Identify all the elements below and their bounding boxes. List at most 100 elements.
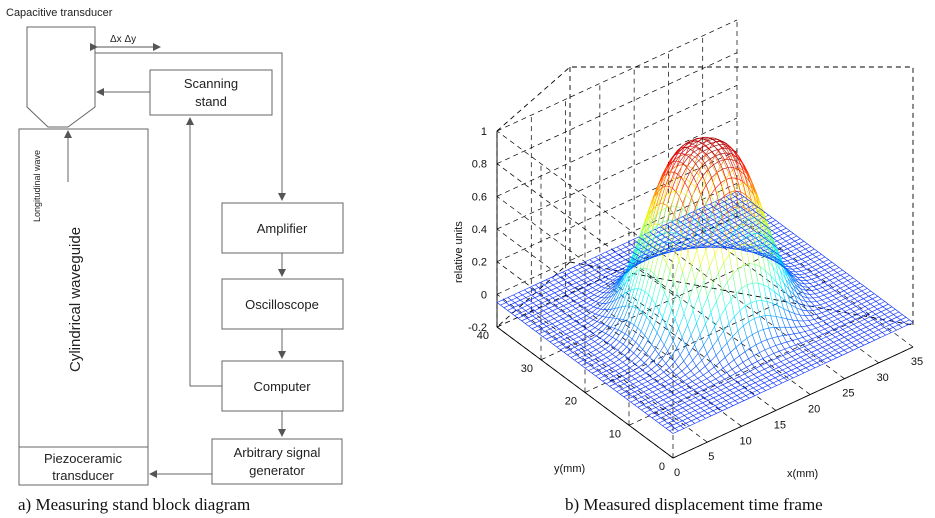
surface-segment — [749, 240, 754, 244]
surface-segment — [735, 387, 739, 391]
surface-segment — [725, 229, 732, 236]
surface-segment — [621, 265, 628, 270]
surface-segment — [696, 214, 701, 218]
surface-segment — [648, 252, 653, 259]
surface-segment — [838, 290, 844, 294]
surface-segment — [797, 354, 801, 358]
surface-segment — [749, 384, 754, 389]
surface-segment — [610, 318, 617, 328]
surface-segment — [716, 397, 723, 401]
surface-segment — [766, 228, 771, 235]
surface-segment — [624, 349, 631, 356]
surface-segment — [606, 279, 613, 284]
surface-segment — [667, 178, 674, 183]
surface-segment — [880, 334, 886, 338]
surface-segment — [611, 380, 616, 385]
surface-segment — [619, 275, 624, 280]
surface-segment — [643, 214, 650, 235]
surface-segment — [771, 230, 776, 234]
surface-segment — [826, 310, 831, 314]
surface-segment — [556, 274, 561, 278]
surface-segment — [818, 354, 825, 358]
surface-segment — [757, 329, 764, 332]
surface-segment — [583, 284, 590, 289]
surface-segment — [658, 231, 663, 235]
surface-segment — [610, 274, 615, 277]
surface-segment — [628, 305, 633, 307]
surface-segment — [548, 307, 553, 312]
surface-segment — [666, 205, 671, 210]
surface-segment — [788, 350, 794, 354]
surface-segment — [726, 242, 731, 245]
surface-segment — [562, 318, 567, 322]
surface-segment — [792, 375, 799, 379]
surface-segment — [733, 243, 737, 246]
surface-segment — [648, 414, 653, 419]
surface-segment — [716, 166, 721, 174]
surface-segment — [802, 351, 807, 355]
surface-segment — [787, 294, 794, 300]
surface-segment — [710, 237, 715, 241]
surface-segment — [801, 243, 808, 247]
surface-segment — [618, 373, 623, 377]
surface-segment — [570, 282, 577, 286]
surface-segment — [843, 300, 850, 304]
surface-segment — [850, 308, 855, 312]
surface-segment — [804, 271, 811, 275]
surface-segment — [669, 428, 676, 432]
surface-segment — [706, 245, 711, 248]
surface-segment — [773, 235, 780, 239]
surface-segment — [785, 369, 792, 373]
surface-segment — [700, 249, 707, 266]
surface-segment — [712, 216, 719, 220]
surface-segment — [613, 282, 620, 291]
surface-segment — [643, 212, 648, 224]
surface-segment — [875, 301, 880, 305]
surface-segment — [636, 268, 641, 272]
surface-segment — [528, 312, 533, 317]
surface-segment — [832, 354, 837, 359]
surface-segment — [644, 220, 649, 234]
x-tick-label: 25 — [842, 388, 854, 400]
surface-segment — [616, 271, 620, 274]
surface-segment — [728, 359, 735, 365]
surface-segment — [713, 397, 718, 401]
surface-segment — [620, 261, 624, 265]
capacitive-transducer-label: Capacitive transducer — [6, 7, 113, 19]
surface-segment — [730, 299, 735, 317]
surface-segment — [611, 378, 618, 382]
surface-segment — [726, 143, 731, 148]
surface-segment — [777, 355, 783, 359]
surface-segment — [636, 386, 641, 390]
surface-segment — [652, 375, 659, 379]
surface-segment — [603, 317, 610, 325]
surface-segment — [685, 216, 692, 220]
surface-segment — [765, 245, 770, 249]
surface-segment — [625, 388, 632, 392]
surface-segment — [810, 301, 815, 307]
surface-segment — [673, 260, 680, 281]
surface-segment — [586, 362, 591, 366]
surface-segment — [891, 319, 896, 323]
surface-segment — [556, 346, 561, 350]
surface-segment — [650, 407, 656, 411]
surface-segment — [593, 365, 600, 369]
surface-segment — [641, 409, 645, 413]
surface-segment — [775, 220, 780, 224]
surface-segment — [609, 383, 616, 387]
surface-segment — [645, 399, 649, 403]
surface-segment — [772, 336, 778, 339]
surface-segment — [541, 302, 546, 306]
surface-segment — [550, 302, 555, 306]
surface-segment — [783, 265, 787, 269]
surface-segment — [571, 341, 577, 345]
surface-segment — [706, 389, 713, 393]
surface-segment — [711, 375, 716, 380]
surface-segment — [717, 227, 724, 231]
surface-segment — [819, 315, 826, 319]
surface-segment — [636, 399, 640, 403]
surface-segment — [681, 386, 686, 390]
surface-segment — [655, 229, 659, 233]
surface-segment — [799, 261, 806, 265]
surface-segment — [644, 291, 649, 296]
